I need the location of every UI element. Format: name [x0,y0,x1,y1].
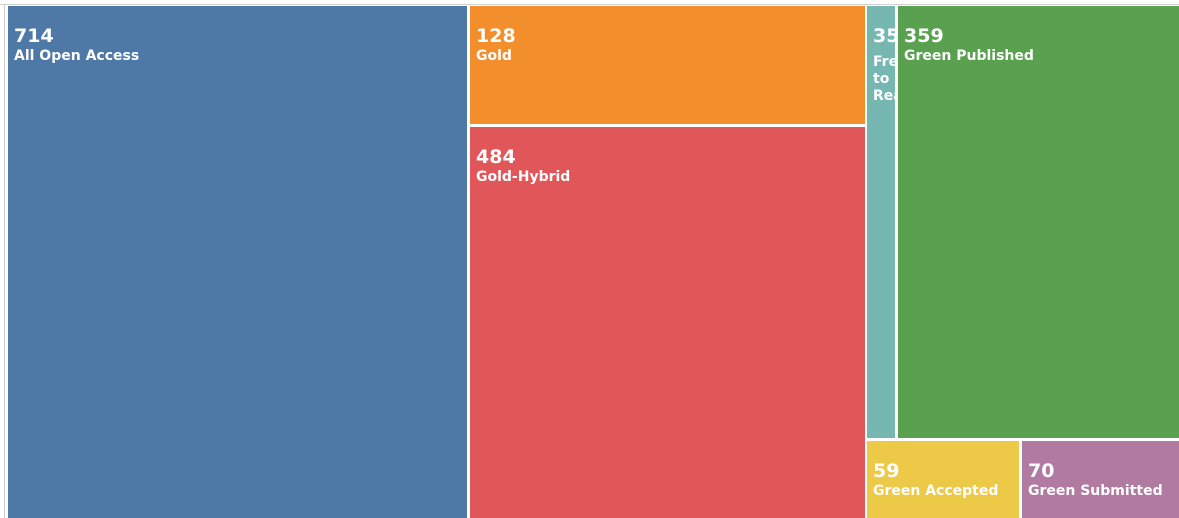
tile-value: 359 [904,25,944,47]
tile [867,441,1019,518]
tile-label: All Open Access [14,48,139,64]
tile-labels: 35 Free to Read [873,25,913,104]
tile-label: Green Accepted [873,483,998,499]
tile [898,6,1179,438]
tile-value: 484 [476,146,516,168]
tile-label: Free to Read [873,54,913,104]
tile-label: Gold-Hybrid [476,169,570,185]
tile-label: Green Submitted [1028,483,1163,499]
tile [470,6,865,124]
tile-label: Gold [476,48,512,64]
tile [867,6,895,438]
tile [8,6,467,518]
tile-value: 128 [476,25,516,47]
tile [1022,441,1179,518]
tile [470,127,865,518]
tile-value: 59 [873,460,899,482]
tile-value: 35 [873,25,899,47]
tile-value: 70 [1028,460,1054,482]
tile-label: Green Published [904,48,1034,64]
tile-value: 714 [14,25,54,47]
